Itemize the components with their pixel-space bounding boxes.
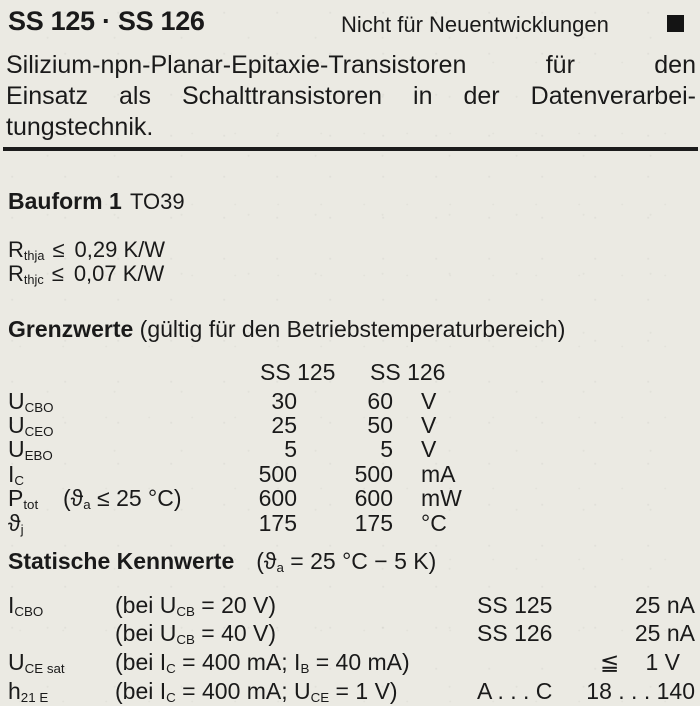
value-ss125: 600 [258, 485, 297, 511]
filled-square-icon [667, 15, 684, 32]
value: 0,07 K/W [73, 261, 165, 286]
thermal-resistance-row: Rthja ≤0,29 K/W [8, 237, 165, 263]
symbol: ϑj [8, 510, 24, 537]
horizontal-rule [3, 147, 698, 151]
obsolescence-note: Nicht für Neuentwicklungen [341, 12, 609, 37]
value: 25 nA [634, 620, 695, 646]
value-ss125: 30 [271, 388, 297, 414]
relation-sign: ≤ [51, 261, 64, 286]
table-row: UCBO 30 60 V [0, 388, 700, 415]
table-row: UEBO 5 5 V [0, 436, 700, 463]
value-ss126: 500 [354, 461, 393, 487]
symbol: ICBO [8, 592, 44, 619]
type-label: SS 126 [477, 620, 553, 646]
unit: mW [421, 485, 462, 511]
unit: mA [421, 461, 456, 487]
value-ss125: 5 [284, 436, 297, 462]
value: 18 . . . 140 [586, 678, 695, 704]
section-heading-grenzwerte: Grenzwerte (gültig für den Betriebstempe… [8, 316, 565, 343]
table-row: ϑj 175 175 °C [0, 510, 700, 537]
symbol: UCBO [8, 388, 54, 415]
symbol: Ptot [8, 485, 39, 512]
condition: (bei IC = 400 mA; IB = 40 mA) [115, 649, 410, 676]
package-type: TO39 [130, 189, 185, 214]
relation-sign: ≤ [52, 237, 65, 262]
heading-text: Statische Kennwerte [8, 548, 235, 574]
column-header-ss125: SS 125 [260, 359, 336, 385]
type-label: SS 125 [477, 592, 553, 618]
value: 1 V [645, 649, 680, 675]
condition: (ϑa ≤ 25 °C) [63, 485, 182, 512]
description-paragraph: Silizium-npn-Planar-Epitaxie-Transistore… [6, 50, 696, 143]
table-row: ICBO (bei UCB = 20 V) SS 125 25 nA [0, 592, 700, 619]
description-line: tungstechnik. [6, 113, 154, 141]
condition: (bei UCB = 20 V) [115, 592, 277, 619]
condition: (bei IC = 400 mA; UCE = 1 V) [115, 678, 398, 705]
value-ss126: 600 [354, 485, 393, 511]
relation-sign: ≦ [600, 649, 620, 675]
thermal-resistance-row: Rthjc ≤0,07 K/W [8, 261, 164, 287]
type-label: A . . . C [477, 678, 553, 704]
column-header-ss126: SS 126 [370, 359, 446, 385]
heading-note: (gültig für den Betriebstemperaturbereic… [139, 316, 566, 342]
symbol: UCE sat [8, 649, 65, 676]
value-with-relation: ≦ 1 V [600, 649, 680, 676]
heading-note: (ϑa = 25 °C − 5 K) [256, 548, 437, 575]
heading-text: Grenzwerte [8, 316, 134, 342]
unit: V [421, 388, 437, 414]
symbol: h21 E [8, 678, 49, 705]
value-ss125: 175 [258, 510, 297, 536]
table-row: UCE sat (bei IC = 400 mA; IB = 40 mA) ≦ 1… [0, 649, 700, 676]
condition: (bei UCB = 40 V) [115, 620, 277, 647]
description-line: Einsatz als Schalttransistoren in der Da… [6, 82, 696, 110]
value: 0,29 K/W [74, 237, 166, 262]
symbol: UEBO [8, 436, 53, 463]
value: 25 nA [634, 592, 695, 618]
symbol: Rthja [8, 237, 45, 263]
symbol: IC [8, 461, 25, 488]
description-line: Silizium-npn-Planar-Epitaxie-Transistore… [6, 51, 696, 79]
unit: V [421, 412, 437, 438]
bauform-label: Bauform 1 [8, 188, 122, 214]
section-heading-statische-kennwerte: Statische Kennwerte (ϑa = 25 °C − 5 K) [8, 548, 436, 575]
unit: °C [421, 510, 447, 536]
page-title: SS 125 · SS 126 [8, 6, 205, 36]
value-ss126: 50 [367, 412, 393, 438]
unit: V [421, 436, 437, 462]
table-row: Ptot (ϑa ≤ 25 °C) 600 600 mW [0, 485, 700, 512]
table-row: h21 E (bei IC = 400 mA; UCE = 1 V) A . .… [0, 678, 700, 705]
value-ss126: 60 [367, 388, 393, 414]
table-row: (bei UCB = 40 V) SS 126 25 nA [0, 620, 700, 647]
table-row: IC 500 500 mA [0, 461, 700, 488]
value-ss125: 500 [258, 461, 297, 487]
symbol: UCEO [8, 412, 54, 439]
value-ss125: 25 [271, 412, 297, 438]
value-ss126: 175 [354, 510, 393, 536]
table-row: UCEO 25 50 V [0, 412, 700, 439]
value-ss126: 5 [380, 436, 393, 462]
symbol: Rthjc [8, 261, 44, 287]
